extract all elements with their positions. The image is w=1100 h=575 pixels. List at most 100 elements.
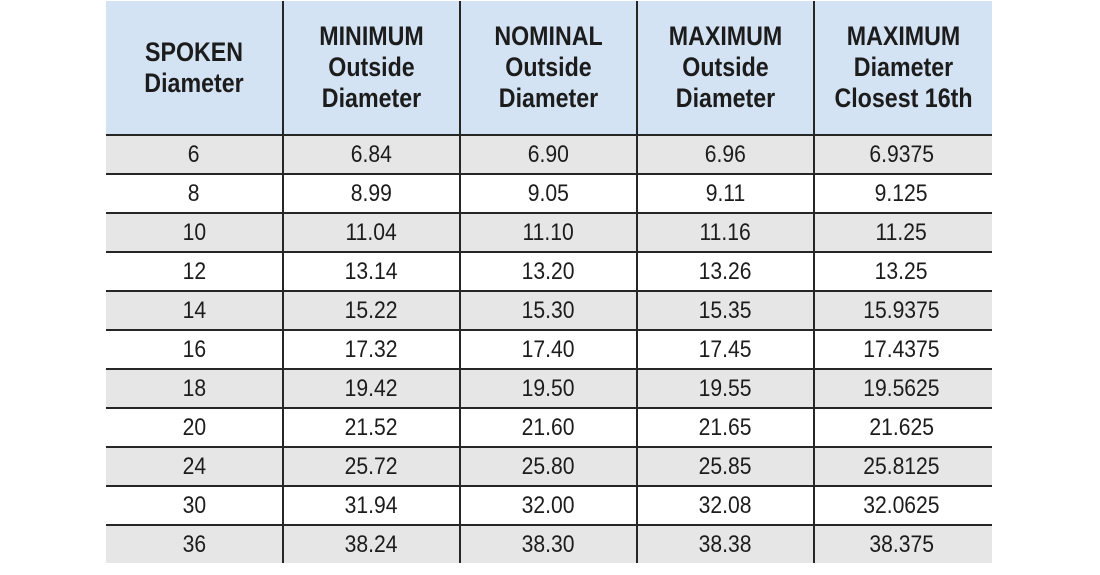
cell-value: 6.9375 xyxy=(869,140,934,168)
cell-value: 11.10 xyxy=(522,218,575,246)
cell-value: 6 xyxy=(188,140,200,168)
spoken-cell: 8 xyxy=(106,174,284,214)
table-row: 20 21.52 21.60 21.65 21.625 xyxy=(106,408,992,448)
table-row: 36 38.24 38.30 38.38 38.375 xyxy=(106,525,992,563)
header-line: Diameter xyxy=(144,67,244,98)
table-row: 6 6.84 6.90 6.96 6.9375 xyxy=(106,135,992,175)
cell-value: 18 xyxy=(182,374,206,402)
cell-value: 25.72 xyxy=(345,452,398,480)
table-row: 24 25.72 25.80 25.85 25.8125 xyxy=(106,447,992,487)
minimum-cell: 19.42 xyxy=(283,369,461,409)
maximum-cell: 19.55 xyxy=(637,369,815,409)
nominal-cell: 32.00 xyxy=(460,486,638,526)
cell-value: 17.4375 xyxy=(863,335,940,363)
spoken-cell: 12 xyxy=(106,252,284,292)
maximum-cell: 38.38 xyxy=(637,525,815,563)
table-row: 30 31.94 32.00 32.08 32.0625 xyxy=(106,486,992,526)
header-line: MAXIMUM xyxy=(846,21,961,51)
cell-value: 10 xyxy=(182,218,206,246)
cell-value: 38.30 xyxy=(522,530,575,558)
minimum-cell: 25.72 xyxy=(283,447,461,487)
header-line: Diameter xyxy=(498,83,599,113)
cell-value: 21.52 xyxy=(345,413,398,441)
cell-value: 25.8125 xyxy=(863,452,940,480)
cell-value: 11.04 xyxy=(345,218,398,246)
cell-value: 19.42 xyxy=(345,374,398,402)
closest-16th-cell: 13.25 xyxy=(814,252,992,292)
cell-value: 32.00 xyxy=(522,491,575,519)
table-row: 12 13.14 13.20 13.26 13.25 xyxy=(106,252,992,292)
maximum-cell: 21.65 xyxy=(637,408,815,448)
nominal-cell: 15.30 xyxy=(460,291,638,331)
cell-value: 17.40 xyxy=(522,335,575,363)
minimum-cell: 15.22 xyxy=(283,291,461,331)
nominal-cell: 9.05 xyxy=(460,174,638,214)
cell-value: 8.99 xyxy=(350,179,393,207)
nominal-outside-diameter-header: NOMINAL Outside Diameter xyxy=(460,1,638,136)
minimum-cell: 17.32 xyxy=(283,330,461,370)
spoken-cell: 6 xyxy=(106,135,284,175)
cell-value: 13.26 xyxy=(699,257,752,285)
cell-value: 17.45 xyxy=(699,335,752,363)
table-row: 14 15.22 15.30 15.35 15.9375 xyxy=(106,291,992,331)
cell-value: 11.16 xyxy=(699,218,752,246)
cell-value: 38.375 xyxy=(869,530,934,558)
spoken-cell: 24 xyxy=(106,447,284,487)
table-row: 16 17.32 17.40 17.45 17.4375 xyxy=(106,330,992,370)
header-line: Diameter xyxy=(321,83,422,113)
closest-16th-cell: 32.0625 xyxy=(814,486,992,526)
minimum-cell: 31.94 xyxy=(283,486,461,526)
cell-value: 21.625 xyxy=(869,413,934,441)
nominal-cell: 21.60 xyxy=(460,408,638,448)
cell-value: 8 xyxy=(188,179,200,207)
closest-16th-cell: 9.125 xyxy=(814,174,992,214)
header-line: Closest 16th xyxy=(834,83,973,113)
header-line: Outside xyxy=(682,52,769,82)
spoken-cell: 20 xyxy=(106,408,284,448)
cell-value: 15.35 xyxy=(699,296,752,324)
cell-value: 21.60 xyxy=(522,413,575,441)
cell-value: 25.80 xyxy=(522,452,575,480)
maximum-cell: 15.35 xyxy=(637,291,815,331)
cell-value: 9.125 xyxy=(875,179,928,207)
spoken-cell: 36 xyxy=(106,525,284,563)
cell-value: 9.05 xyxy=(527,179,570,207)
cell-value: 19.50 xyxy=(522,374,575,402)
nominal-cell: 17.40 xyxy=(460,330,638,370)
minimum-cell: 8.99 xyxy=(283,174,461,214)
spoken-diameter-header: SPOKEN Diameter xyxy=(106,1,284,136)
cell-value: 11.25 xyxy=(875,218,928,246)
minimum-cell: 11.04 xyxy=(283,213,461,253)
maximum-cell: 13.26 xyxy=(637,252,815,292)
cell-value: 24 xyxy=(182,452,206,480)
cell-value: 15.30 xyxy=(522,296,575,324)
cell-value: 32.08 xyxy=(699,491,752,519)
maximum-diameter-closest-16th-header: MAXIMUM Diameter Closest 16th xyxy=(814,1,992,136)
header-line: Diameter xyxy=(675,83,776,113)
cell-value: 19.5625 xyxy=(863,374,940,402)
cell-value: 13.25 xyxy=(875,257,928,285)
nominal-cell: 6.90 xyxy=(460,135,638,175)
closest-16th-cell: 25.8125 xyxy=(814,447,992,487)
cell-value: 38.38 xyxy=(699,530,752,558)
cell-value: 32.0625 xyxy=(863,491,940,519)
table-row: 10 11.04 11.10 11.16 11.25 xyxy=(106,213,992,253)
cell-value: 13.20 xyxy=(522,257,575,285)
cell-value: 9.11 xyxy=(705,179,746,207)
spoken-cell: 16 xyxy=(106,330,284,370)
cell-value: 6.96 xyxy=(704,140,747,168)
header-line: NOMINAL xyxy=(494,21,603,51)
cell-value: 15.9375 xyxy=(863,296,940,324)
nominal-cell: 25.80 xyxy=(460,447,638,487)
minimum-cell: 38.24 xyxy=(283,525,461,563)
nominal-cell: 13.20 xyxy=(460,252,638,292)
spoken-cell: 14 xyxy=(106,291,284,331)
minimum-outside-diameter-header: MINIMUM Outside Diameter xyxy=(283,1,461,136)
header-line: Diameter xyxy=(853,52,954,82)
cell-value: 13.14 xyxy=(345,257,398,285)
closest-16th-cell: 38.375 xyxy=(814,525,992,563)
minimum-cell: 21.52 xyxy=(283,408,461,448)
closest-16th-cell: 17.4375 xyxy=(814,330,992,370)
cell-value: 30 xyxy=(182,491,206,519)
spoken-cell: 18 xyxy=(106,369,284,409)
